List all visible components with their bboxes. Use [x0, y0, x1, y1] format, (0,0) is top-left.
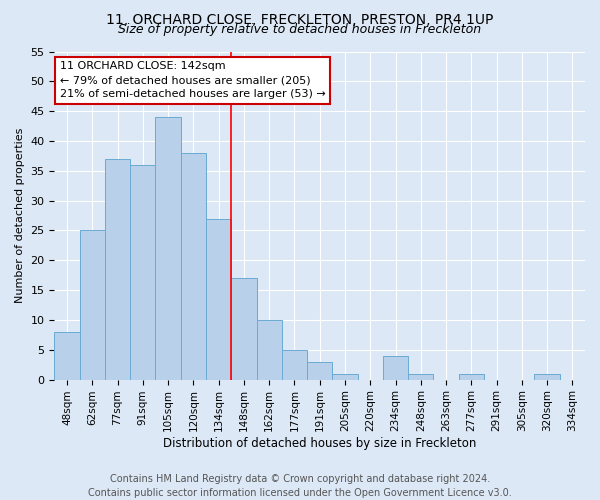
Bar — [408, 374, 433, 380]
Bar — [332, 374, 358, 380]
Text: Contains HM Land Registry data © Crown copyright and database right 2024.
Contai: Contains HM Land Registry data © Crown c… — [88, 474, 512, 498]
Bar — [55, 332, 80, 380]
Text: 11, ORCHARD CLOSE, FRECKLETON, PRESTON, PR4 1UP: 11, ORCHARD CLOSE, FRECKLETON, PRESTON, … — [106, 12, 494, 26]
Y-axis label: Number of detached properties: Number of detached properties — [15, 128, 25, 303]
X-axis label: Distribution of detached houses by size in Freckleton: Distribution of detached houses by size … — [163, 437, 476, 450]
Bar — [535, 374, 560, 380]
Bar — [383, 356, 408, 380]
Bar — [130, 165, 155, 380]
Bar — [80, 230, 105, 380]
Bar — [105, 159, 130, 380]
Bar — [231, 278, 257, 380]
Bar — [257, 320, 282, 380]
Text: Size of property relative to detached houses in Freckleton: Size of property relative to detached ho… — [118, 22, 482, 36]
Bar — [307, 362, 332, 380]
Bar — [206, 218, 231, 380]
Bar — [458, 374, 484, 380]
Bar — [155, 117, 181, 380]
Bar — [181, 153, 206, 380]
Text: 11 ORCHARD CLOSE: 142sqm
← 79% of detached houses are smaller (205)
21% of semi-: 11 ORCHARD CLOSE: 142sqm ← 79% of detach… — [60, 62, 325, 100]
Bar — [282, 350, 307, 380]
